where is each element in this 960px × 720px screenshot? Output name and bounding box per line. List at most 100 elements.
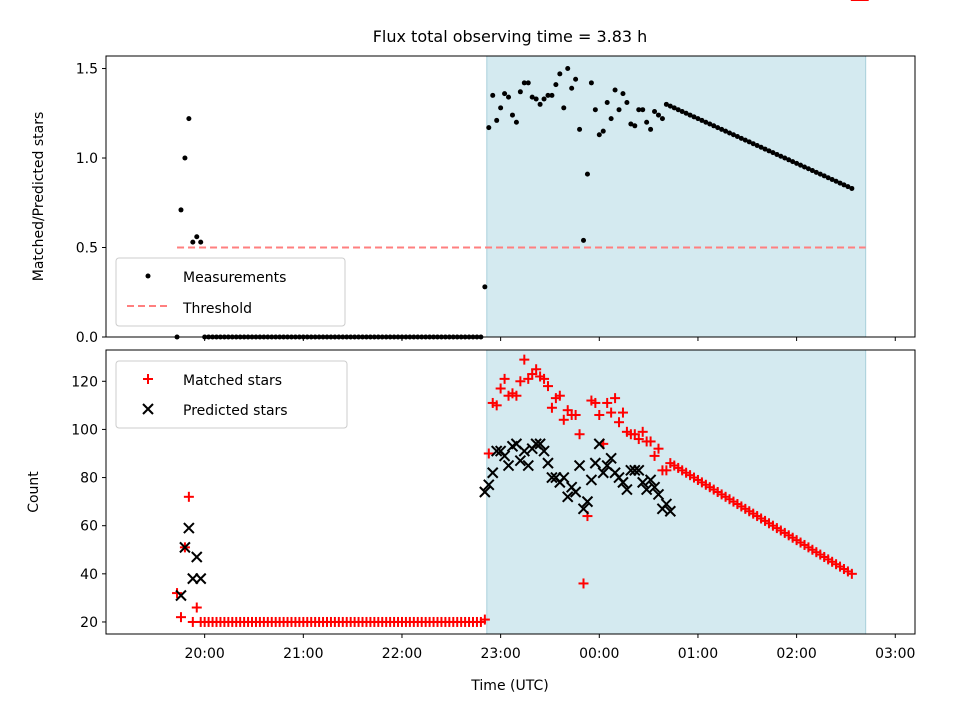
matched-point [554,390,565,401]
measurement-point [762,146,768,152]
measurement-point [182,155,188,161]
predicted-point [581,495,594,508]
bottom-y-tick-label: 100 [71,422,98,438]
measurement-point [498,105,504,111]
matched-point [590,397,601,408]
predicted-point [664,505,677,517]
predicted-point [522,459,534,472]
matched-point [602,397,613,408]
bottom-y-tick-label: 60 [80,519,98,535]
measurement-point [845,184,851,190]
observing-span-top [486,55,867,338]
measurement-point [628,121,634,127]
measurement-point [770,150,776,156]
predicted-point-b [191,551,203,563]
predicted-point-b [518,445,531,457]
measurement-point [565,66,571,72]
measurement-point [513,119,519,125]
predicted-point [593,438,605,450]
measurement-point [616,107,622,113]
measurement-point [758,144,764,150]
predicted-point [518,445,531,457]
predicted-point-b [487,467,499,479]
measurement-point [612,87,618,93]
matched-point [542,381,553,392]
matched-point [617,407,628,418]
measurement-point [683,110,689,116]
top-y-axis-label: Matched/Predicted stars [31,112,47,282]
measurement-point [798,162,804,168]
predicted-point [498,450,511,462]
bottom-axes-frame [105,349,916,635]
predicted-point-b [538,445,550,457]
predicted-point [597,467,609,479]
predicted-point [195,572,207,585]
measurement-point [549,92,555,98]
predicted-point [479,486,491,498]
x-axis-label: Time (UTC) [470,678,548,694]
bottom-x-ticks: 20:00 21:00 22:00 23:00 00:00 01:00 02:00 03:00 [184,634,915,662]
measurement-point [671,105,677,111]
matched-point [172,588,183,599]
measurement-point [596,132,602,138]
measurement-point [711,123,717,129]
predicted-point [175,589,187,602]
matched-point [183,491,194,502]
predicted-point-b [175,589,187,602]
predicted-point-b [601,459,613,472]
legend-cross-b [142,403,154,415]
matched-point [610,393,621,404]
predicted-point-b [585,474,598,486]
measurement-point [533,96,539,102]
predicted-point-b [581,495,594,508]
predicted-point [490,445,503,457]
measurement-point [715,125,721,131]
measurement-point [809,168,815,174]
x-tick-label: 00:00 [579,646,619,662]
measurement-point [849,185,855,191]
measurement-point [636,107,642,113]
measurement-point [667,103,673,109]
matched-point [515,376,526,387]
predicted-point-b [633,464,645,477]
measurement-point [194,234,200,240]
predicted-point [589,457,602,469]
predicted-point [640,483,653,496]
measurement-point [588,80,594,86]
measurement-point [727,130,733,136]
predicted-point-b [621,483,633,496]
measurement-point [541,96,547,102]
matched-stars-series [172,0,869,627]
top-x-ticks [204,337,896,341]
predicted-point-b [510,438,523,450]
measurement-point [794,160,800,166]
matched-point [519,354,530,365]
measurement-point [640,107,646,113]
predicted-point [648,481,661,493]
predicted-point-b [636,476,649,489]
predicted-point [558,471,570,484]
predicted-point [542,457,554,469]
bottom-y-tick-label: 40 [80,567,98,583]
measurement-point [624,100,630,106]
measurement-point [494,117,500,123]
predicted-point-b [490,445,503,457]
top-y-ticks: 0.0 0.5 1.0 1.5 [76,62,106,346]
predicted-point [605,452,617,465]
measurement-point [490,92,496,98]
measurement-point [553,82,559,88]
matched-point [558,414,569,425]
measurement-point [486,125,492,131]
bottom-y-axis-label: Count [26,471,42,513]
top-y-tick-label: 0.0 [76,330,98,346]
measurement-point [703,119,709,125]
predicted-point-b [498,450,511,462]
legend-measurements-label: Measurements [183,270,286,286]
measurement-point [813,169,819,175]
measurement-point [198,239,204,245]
matched-point [645,436,656,447]
predicted-point [573,459,586,472]
matched-point [539,373,550,384]
x-tick-label: 23:00 [480,646,520,662]
measurement-point [774,151,780,157]
